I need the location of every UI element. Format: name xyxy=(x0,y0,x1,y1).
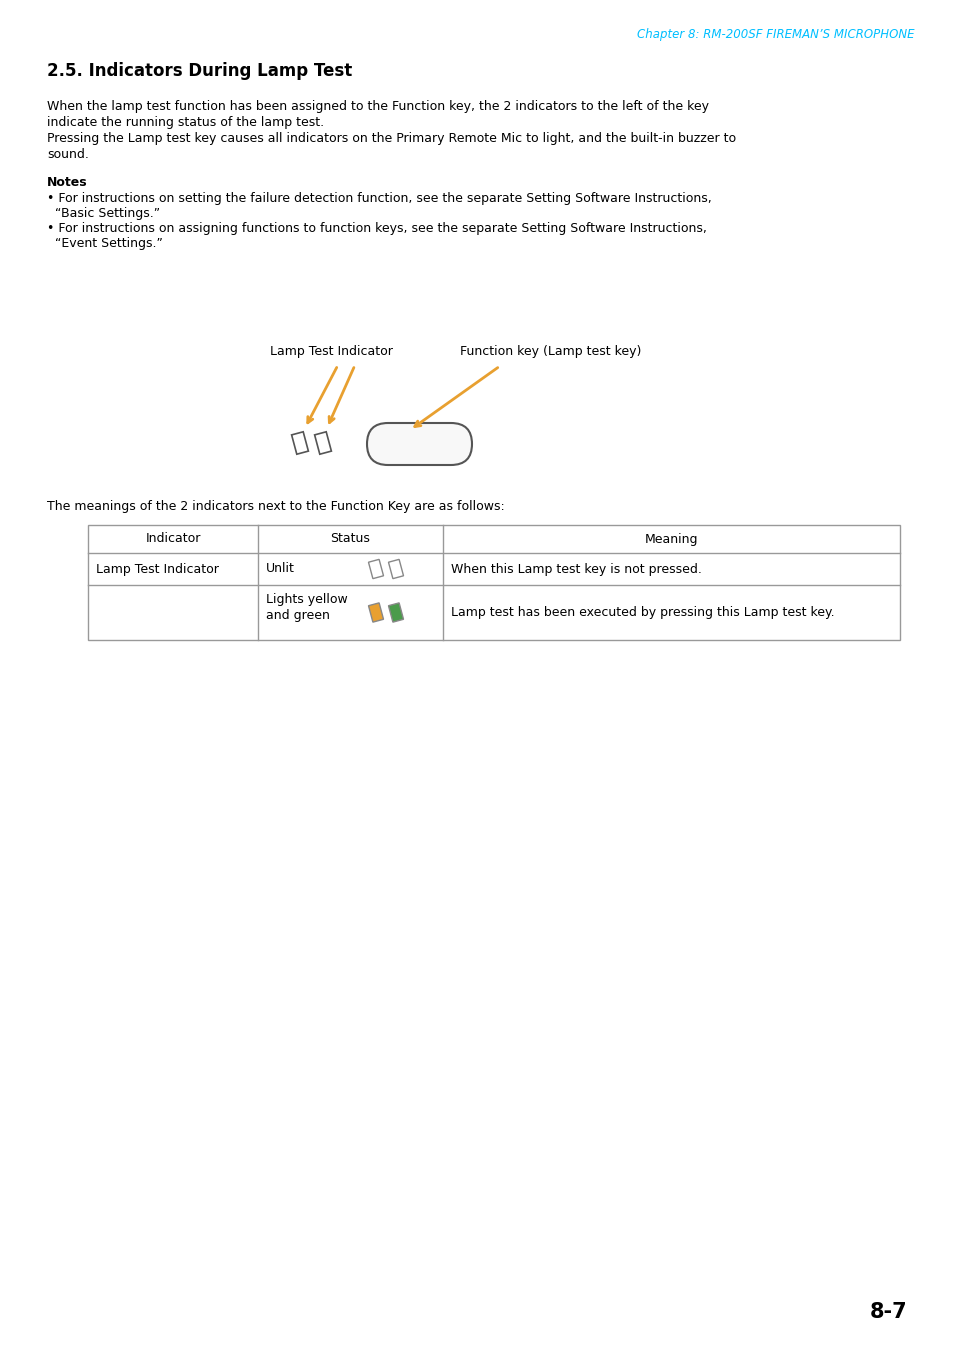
Text: “Event Settings.”: “Event Settings.” xyxy=(47,236,163,250)
Text: Unlit: Unlit xyxy=(266,562,294,576)
Text: Lamp Test Indicator: Lamp Test Indicator xyxy=(96,562,218,576)
Text: • For instructions on assigning functions to function keys, see the separate Set: • For instructions on assigning function… xyxy=(47,222,706,235)
Text: 2.5. Indicators During Lamp Test: 2.5. Indicators During Lamp Test xyxy=(47,62,352,80)
Text: Chapter 8: RM-200SF FIREMAN’S MICROPHONE: Chapter 8: RM-200SF FIREMAN’S MICROPHONE xyxy=(637,28,914,41)
Text: Lamp test has been executed by pressing this Lamp test key.: Lamp test has been executed by pressing … xyxy=(451,607,834,619)
Text: Function key (Lamp test key): Function key (Lamp test key) xyxy=(459,345,640,358)
Text: Lamp Test Indicator: Lamp Test Indicator xyxy=(270,345,393,358)
Polygon shape xyxy=(292,432,308,454)
Text: indicate the running status of the lamp test.: indicate the running status of the lamp … xyxy=(47,116,324,128)
FancyBboxPatch shape xyxy=(367,423,472,465)
Polygon shape xyxy=(388,603,403,621)
Text: When the lamp test function has been assigned to the Function key, the 2 indicat: When the lamp test function has been ass… xyxy=(47,100,708,113)
Text: • For instructions on setting the failure detection function, see the separate S: • For instructions on setting the failur… xyxy=(47,192,711,205)
Text: Lights yellow: Lights yellow xyxy=(266,593,348,605)
Polygon shape xyxy=(314,432,331,454)
Text: sound.: sound. xyxy=(47,149,89,161)
Text: Notes: Notes xyxy=(47,176,88,189)
Text: 8-7: 8-7 xyxy=(868,1302,906,1323)
Text: Status: Status xyxy=(331,532,370,546)
Text: When this Lamp test key is not pressed.: When this Lamp test key is not pressed. xyxy=(451,562,701,576)
Text: The meanings of the 2 indicators next to the Function Key are as follows:: The meanings of the 2 indicators next to… xyxy=(47,500,504,513)
Bar xyxy=(88,526,899,640)
Text: Indicator: Indicator xyxy=(145,532,200,546)
Text: “Basic Settings.”: “Basic Settings.” xyxy=(47,207,160,220)
Polygon shape xyxy=(388,559,403,578)
Text: Meaning: Meaning xyxy=(644,532,698,546)
Polygon shape xyxy=(368,603,383,621)
Polygon shape xyxy=(368,559,383,578)
Text: and green: and green xyxy=(266,608,330,621)
Text: Pressing the Lamp test key causes all indicators on the Primary Remote Mic to li: Pressing the Lamp test key causes all in… xyxy=(47,132,736,145)
